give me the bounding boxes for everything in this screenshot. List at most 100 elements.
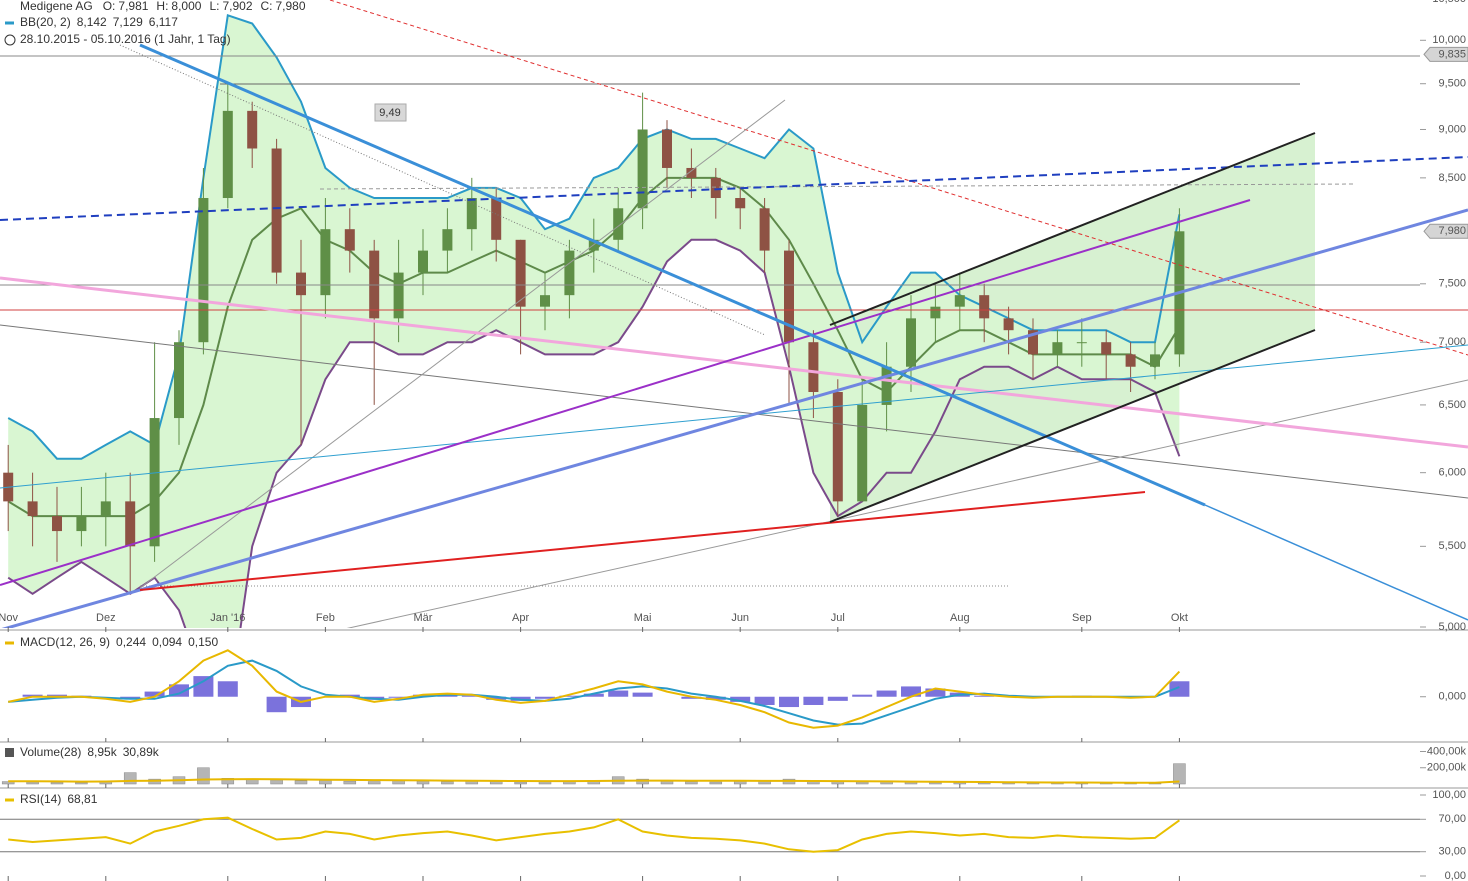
- volume-bar: [416, 780, 430, 785]
- macd-bar: [193, 676, 214, 697]
- candle-body: [1125, 354, 1136, 367]
- volume-bar: [319, 780, 332, 785]
- candle-body: [686, 167, 697, 178]
- candle-body: [76, 516, 87, 532]
- macd-bar: [925, 688, 946, 697]
- macd-bar: [730, 696, 751, 702]
- trendline: [346, 379, 1468, 628]
- channel-fill: [830, 133, 1315, 522]
- macd-bar: [901, 686, 921, 697]
- volume-bar: [197, 767, 210, 785]
- y-tick-label: 9,000: [1438, 123, 1466, 135]
- y-tick-label: 0,000: [1438, 691, 1466, 703]
- bollinger-lower: [7, 238, 1181, 628]
- macd-bar: [388, 696, 409, 698]
- price-marker: [1423, 46, 1468, 62]
- y-tick-label: 200,00k: [1427, 762, 1467, 774]
- candle-body: [784, 250, 794, 343]
- header-text: BB(20, 2): [20, 15, 71, 29]
- y-tick-label: 400,00k: [1427, 745, 1467, 757]
- y-tick-label: 7,500: [1438, 278, 1466, 290]
- clock-icon: [4, 34, 16, 46]
- period: 28.10.2015 - 05.10.2016 (1 Jahr, 1 Tag): [20, 32, 231, 46]
- x-tick-label: Dez: [96, 612, 116, 624]
- trendline: [139, 491, 1146, 591]
- volume-bar: [123, 772, 137, 785]
- trendline: [0, 199, 1251, 586]
- candle-body: [515, 239, 526, 307]
- y-tick-label: 6,000: [1438, 467, 1466, 479]
- candle-body: [247, 110, 258, 149]
- candle-body: [857, 404, 868, 502]
- trendline: [0, 156, 1468, 221]
- volume-bar: [75, 782, 88, 785]
- candle-body: [930, 306, 941, 319]
- volume-bar: [50, 782, 64, 785]
- volume-bar: [514, 781, 527, 785]
- y-tick-label: 5,500: [1438, 540, 1466, 552]
- macd-bar: [852, 694, 873, 697]
- volume-bar: [489, 781, 503, 785]
- candle-body: [125, 501, 136, 547]
- macd-bar: [876, 690, 897, 697]
- macd-line: [7, 649, 1181, 729]
- y-tick-label: 30,00: [1438, 846, 1466, 858]
- y-tick-label: 100,00: [1432, 789, 1466, 801]
- volume-bar: [26, 781, 39, 785]
- candle-body: [808, 342, 819, 393]
- trendline: [119, 44, 766, 336]
- volume-bar: [709, 781, 723, 785]
- macd-bar: [559, 695, 580, 697]
- macd-bar: [535, 696, 555, 699]
- macd-bar: [779, 696, 799, 708]
- x-tick-label: Nov: [0, 612, 18, 624]
- price-marker: [1423, 223, 1468, 239]
- candle-body: [954, 295, 965, 307]
- x-tick-label: Jul: [831, 612, 845, 624]
- annotation-box: [374, 103, 407, 122]
- price-marker-label: 9,835: [1438, 48, 1466, 60]
- candle-body: [271, 148, 282, 273]
- candle-body: [906, 318, 916, 367]
- macd-bar: [120, 696, 141, 699]
- y-tick-label: 5,000: [1438, 621, 1466, 633]
- macd-bar: [681, 696, 702, 699]
- rsi-panel: [0, 794, 1426, 877]
- volume-bar: [441, 781, 454, 785]
- ohlc-name: H:: [156, 0, 168, 13]
- candle-body: [344, 229, 355, 251]
- macd-bar: [974, 695, 995, 697]
- candle-body: [418, 250, 428, 273]
- candle-body: [1003, 318, 1014, 331]
- volume-bar: [270, 779, 283, 785]
- candle-body: [1028, 330, 1038, 355]
- y-tick-label: 70,00: [1438, 813, 1466, 825]
- y-tick-label: 8,500: [1438, 172, 1466, 184]
- price-panel: [3, 13, 1315, 628]
- y-tick-label: 7,000: [1438, 336, 1466, 348]
- ohlc-name: C:: [261, 0, 273, 13]
- header-text: 8,142: [77, 15, 107, 29]
- x-tick-label: Aug: [950, 612, 970, 624]
- x-tick-label: Mai: [634, 612, 652, 624]
- header-text: Volume(28): [20, 745, 81, 759]
- channel-line: [829, 132, 1316, 326]
- candle-body: [149, 418, 160, 547]
- candle-body: [174, 342, 184, 419]
- macd-bar: [266, 696, 287, 713]
- macd-bar: [583, 693, 604, 697]
- trendline: [0, 276, 1468, 449]
- macd-bar: [1169, 681, 1190, 697]
- candle-body: [662, 129, 672, 168]
- volume-bar: [685, 781, 698, 785]
- macd-bar: [632, 692, 653, 697]
- candle-body: [296, 272, 306, 296]
- header-text: 30,89k: [123, 745, 160, 759]
- macd-bar: [486, 696, 507, 700]
- volume-icon: [5, 748, 14, 757]
- rsi-line: [8, 816, 1180, 853]
- macd-bar: [217, 681, 238, 697]
- candle-body: [100, 501, 111, 517]
